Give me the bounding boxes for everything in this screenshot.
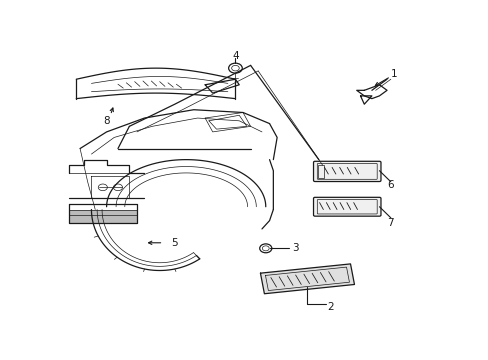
FancyBboxPatch shape <box>313 197 380 216</box>
FancyBboxPatch shape <box>313 161 380 181</box>
Text: 8: 8 <box>103 116 110 126</box>
Text: 6: 6 <box>386 180 393 190</box>
Text: 1: 1 <box>390 69 397 79</box>
Text: 3: 3 <box>292 243 298 253</box>
Text: 7: 7 <box>386 219 393 228</box>
Polygon shape <box>260 264 354 294</box>
Bar <box>317 165 323 177</box>
Bar <box>68 210 137 223</box>
Text: 5: 5 <box>171 238 177 248</box>
Text: 2: 2 <box>326 302 333 311</box>
Text: 4: 4 <box>232 51 238 61</box>
